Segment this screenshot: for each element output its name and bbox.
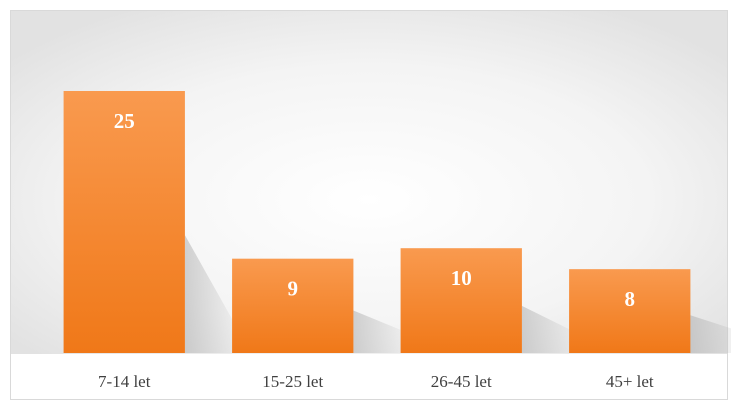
data-label: 9 [288, 277, 299, 301]
data-label: 10 [451, 266, 472, 290]
bar [232, 258, 354, 353]
axis-area [11, 354, 727, 399]
bar-shadow [690, 315, 731, 353]
bar [569, 269, 691, 353]
x-tick-label: 15-25 let [262, 372, 323, 391]
data-label: 25 [114, 109, 135, 133]
bar-shadow [184, 235, 245, 353]
bar [400, 248, 522, 353]
bar-shadow [521, 305, 582, 353]
x-tick-label: 26-45 let [431, 372, 492, 391]
bar [63, 91, 185, 353]
data-label: 8 [625, 287, 636, 311]
bar-shadow [353, 310, 414, 353]
x-tick-label: 45+ let [606, 372, 654, 391]
x-tick-label: 7-14 let [98, 372, 151, 391]
